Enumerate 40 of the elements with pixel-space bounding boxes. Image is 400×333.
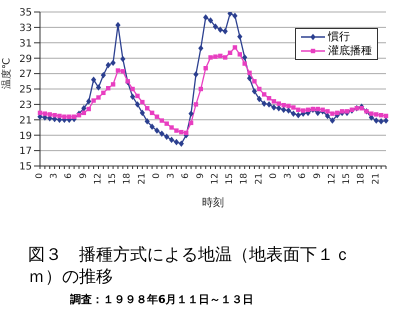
x-tick-label: 15: [342, 173, 352, 184]
x-tick-label: 6: [181, 172, 192, 179]
y-tick-label: 25: [19, 84, 32, 96]
x-tick-label: 0: [268, 172, 279, 179]
x-tick-label: 9: [312, 172, 323, 179]
x-tick-label: 12: [93, 173, 104, 184]
x-tick-label: 9: [78, 172, 89, 179]
x-tick-label: 21: [137, 173, 148, 184]
x-tick-label: 3: [166, 173, 177, 179]
y-tick-label: 21: [19, 115, 32, 126]
x-tick-label: 6: [298, 172, 308, 179]
y-tick-label: 31: [19, 38, 32, 50]
x-tick-label: 0: [35, 172, 45, 179]
x-tick-label: 3: [284, 173, 294, 179]
text: 図３ 播種方式による地温（地表面下１ｃｍ）の推移: [27, 244, 352, 288]
x-tick-label: 6: [64, 172, 74, 179]
text: 調査：１９９８年6月１１日～１３日: [69, 292, 255, 307]
x-tick-label: 18: [240, 172, 250, 184]
x-tick-label: 0: [152, 172, 162, 179]
x-tick-label: 18: [122, 172, 133, 184]
x-axis-title: 時刻: [202, 196, 224, 209]
y-tick-label: 23: [19, 100, 32, 111]
y-tick-label: 35: [19, 8, 32, 19]
x-tick-label: 15: [108, 173, 118, 184]
y-tick-label: 29: [19, 54, 32, 65]
x-tick-label: 9: [196, 172, 206, 179]
x-tick-label: 18: [356, 172, 367, 184]
x-tick-label: 15: [225, 173, 236, 184]
x-tick-label: 21: [254, 173, 264, 184]
x-tick-label: 3: [50, 173, 60, 179]
legend-label: 灌底播種: [328, 44, 372, 58]
x-tick-label: 21: [371, 173, 382, 184]
y-tick-label: 27: [19, 69, 32, 80]
x-tick-label: 12: [327, 173, 338, 184]
x-tick-label: 12: [210, 173, 220, 184]
y-tick-label: 19: [19, 130, 32, 142]
y-tick-label: 33: [19, 22, 32, 34]
y-tick-label: 17: [19, 146, 32, 158]
y-axis-title: 温度℃: [0, 58, 13, 89]
legend-label: 慣行: [328, 30, 350, 44]
